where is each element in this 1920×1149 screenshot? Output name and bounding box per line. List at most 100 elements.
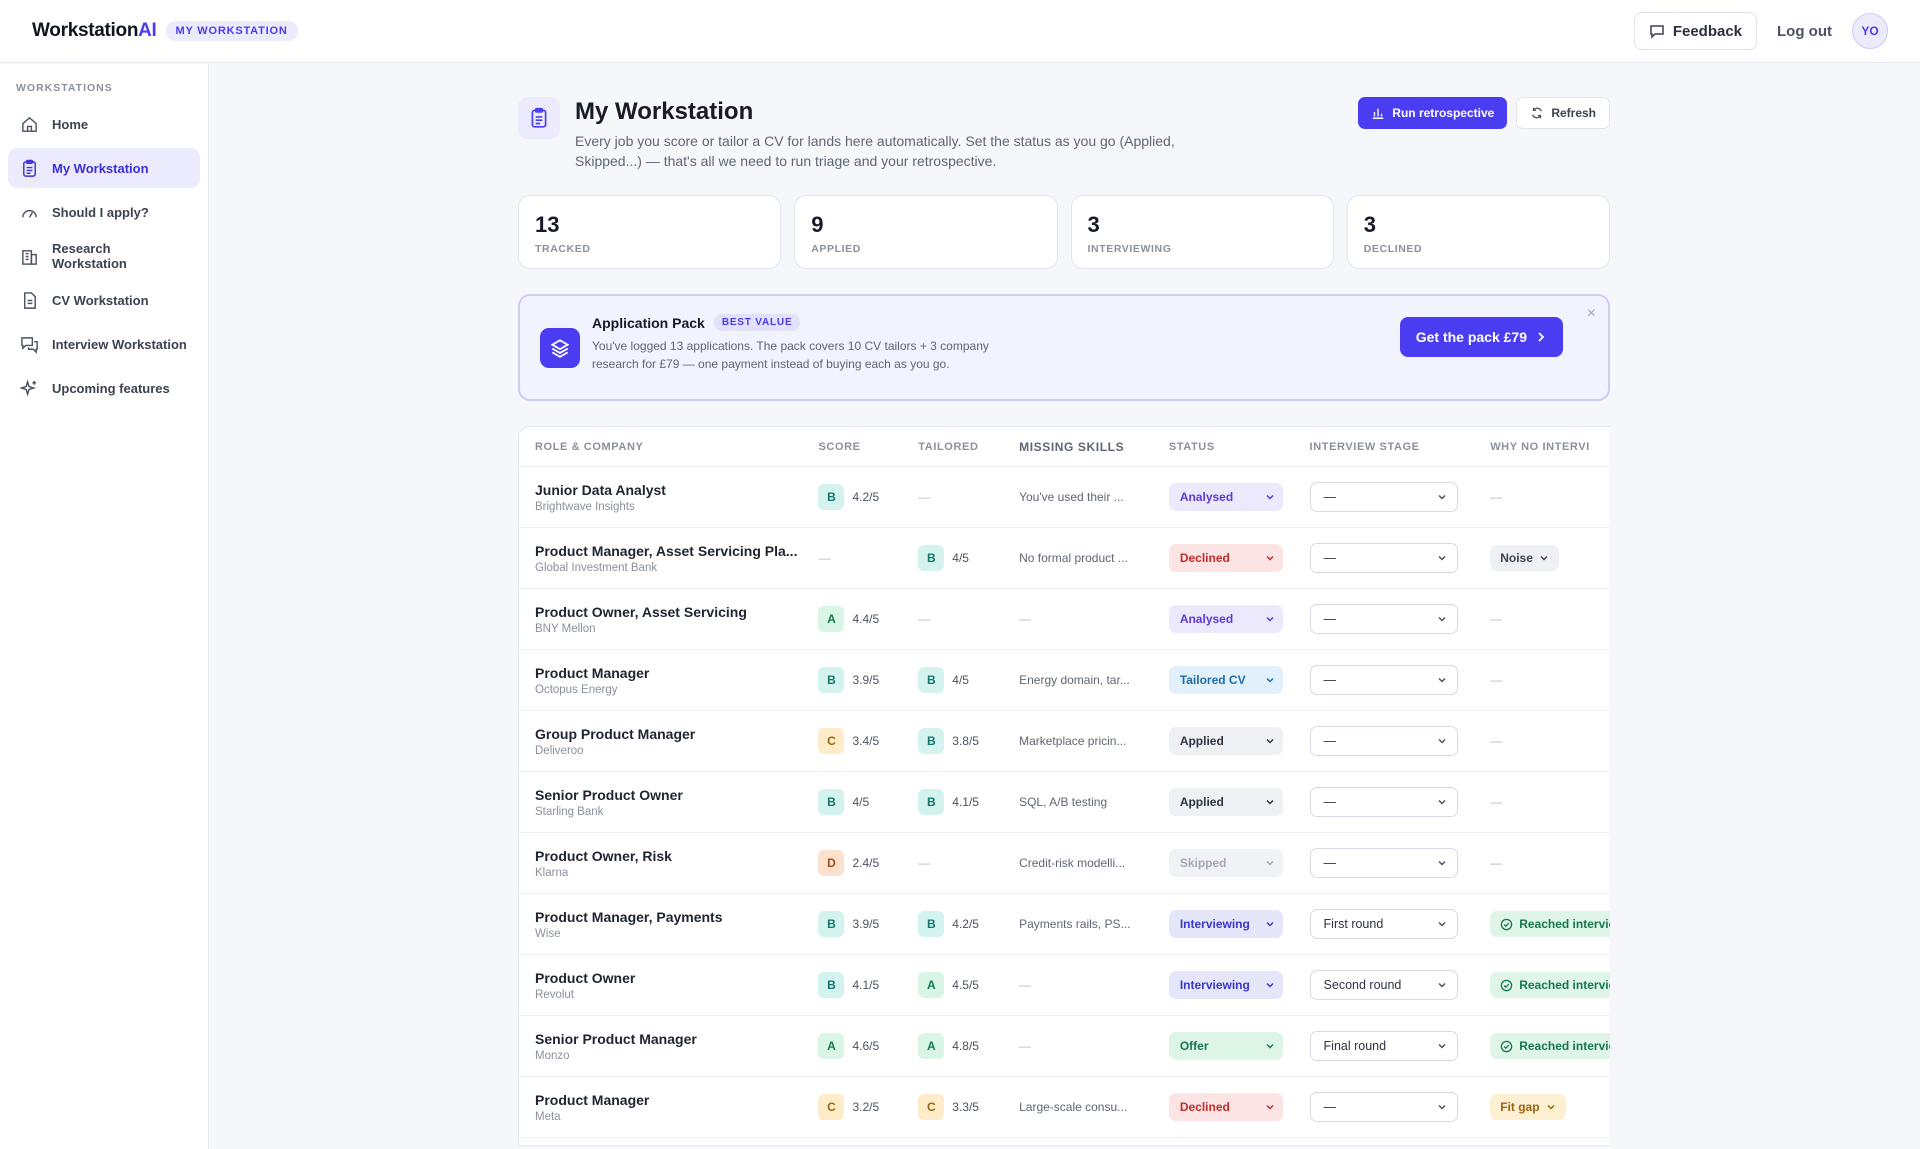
- sidebar-item-my-workstation[interactable]: My Workstation: [8, 148, 200, 188]
- role-title[interactable]: Product Owner, Risk: [535, 847, 672, 864]
- column-header[interactable]: MISSING SKILLS: [1019, 439, 1125, 454]
- table-header: ROLE & COMPANY SCORE TAILORED MISSING SK…: [519, 427, 1610, 467]
- table-row[interactable]: Product Manager Octopus Energy B 3.9/5 B 4/5 E…: [519, 650, 1610, 711]
- table-row[interactable]: Senior Product Owner Starling Bank B 4/5 B 4.…: [519, 772, 1610, 833]
- table-row[interactable]: Senior Product Manager Monzo A 4.6/5 A 4.8/5 —…: [519, 1016, 1610, 1077]
- stat-value: 13: [535, 212, 560, 237]
- company-name: Klarna: [535, 866, 569, 879]
- sidebar-item-home[interactable]: Home: [8, 104, 200, 144]
- stage-label: —: [1323, 673, 1337, 687]
- status-select[interactable]: Applied: [1168, 727, 1283, 755]
- score-value: —: [818, 551, 831, 565]
- chevron-down-icon: [1540, 555, 1548, 561]
- tailored-value: 4/5: [952, 673, 969, 687]
- sidebar-item-should-i-apply[interactable]: Should I apply?: [8, 192, 200, 232]
- column-header[interactable]: STATUS: [1168, 440, 1215, 453]
- why-no-interview-select[interactable]: Fit gap: [1490, 1094, 1566, 1120]
- table-row[interactable]: Product Owner Revolut B 4.1/5 A 4.5/5 — Intervi…: [519, 955, 1610, 1016]
- get-pack-button[interactable]: Get the pack £79: [1399, 317, 1563, 357]
- table-row[interactable]: Junior Data Analyst Brightwave Insights B 4…: [519, 467, 1610, 528]
- tailored-value: 4.2/5: [952, 917, 979, 931]
- missing-skills: Credit-risk modelli...: [1019, 856, 1126, 870]
- role-title[interactable]: Product Owner: [535, 969, 636, 986]
- interview-stage-select[interactable]: —: [1309, 665, 1458, 695]
- sidebar-item-research-workstation[interactable]: Research Workstation: [8, 236, 200, 276]
- app-logo[interactable]: WorkstationAI: [32, 20, 157, 42]
- refresh-label: Refresh: [1551, 106, 1596, 120]
- stat-value: 3: [1087, 212, 1100, 237]
- table-row[interactable]: Product Owner, Asset Servicing BNY Mellon…: [519, 589, 1610, 650]
- why-no-interview-value: —: [1490, 612, 1503, 626]
- why-no-interview-select[interactable]: Noise: [1490, 545, 1559, 571]
- interview-stage-select[interactable]: First round: [1309, 909, 1458, 939]
- why-no-interview-tag: Reached interview: [1490, 972, 1610, 998]
- run-retrospective-button[interactable]: Run retrospective: [1358, 97, 1508, 129]
- column-header[interactable]: TAILORED: [918, 440, 979, 453]
- chevron-down-icon: [1438, 555, 1446, 561]
- column-header[interactable]: WHY NO INTERVI: [1490, 440, 1590, 453]
- status-select[interactable]: Declined: [1168, 1093, 1283, 1121]
- role-title[interactable]: Product Manager: [535, 664, 650, 681]
- status-select[interactable]: Offer: [1168, 1032, 1283, 1060]
- column-header[interactable]: ROLE & COMPANY: [535, 440, 644, 453]
- status-select[interactable]: Analysed: [1168, 605, 1283, 633]
- logout-link[interactable]: Log out: [1777, 22, 1832, 40]
- role-title[interactable]: Group Product Manager: [535, 725, 696, 742]
- interview-stage-select[interactable]: —: [1309, 726, 1458, 756]
- column-header[interactable]: INTERVIEW STAGE: [1309, 440, 1420, 453]
- table-row[interactable]: Product Owner, Risk Klarna D 2.4/5 — Credit-r…: [519, 833, 1610, 894]
- role-title[interactable]: Senior Product Manager: [535, 1030, 697, 1047]
- chevron-down-icon: [1438, 677, 1446, 683]
- interview-stage-select[interactable]: —: [1309, 482, 1458, 512]
- status-select[interactable]: Skipped: [1168, 849, 1283, 877]
- avatar[interactable]: YO: [1852, 13, 1888, 49]
- tailored-grade-badge: B: [918, 911, 945, 937]
- chevron-down-icon: [1438, 738, 1446, 744]
- stage-label: Second round: [1323, 978, 1402, 992]
- sidebar-item-upcoming-features[interactable]: Upcoming features: [8, 368, 200, 408]
- score-grade-badge: B: [818, 911, 845, 937]
- role-title[interactable]: Junior Data Analyst: [535, 481, 666, 498]
- interview-stage-select[interactable]: —: [1309, 543, 1458, 573]
- interview-stage-select[interactable]: Second round: [1309, 970, 1458, 1000]
- why-no-interview-value: —: [1490, 734, 1503, 748]
- score-grade-badge: B: [818, 972, 845, 998]
- company-name: Brightwave Insights: [535, 500, 635, 513]
- interview-stage-select[interactable]: Final round: [1309, 1031, 1458, 1061]
- status-select[interactable]: Applied: [1168, 788, 1283, 816]
- status-select[interactable]: Interviewing: [1168, 971, 1283, 999]
- score-grade-badge: D: [818, 850, 845, 876]
- role-title[interactable]: Product Manager: [535, 1091, 650, 1108]
- table-row[interactable]: Product Manager, Payments Wise B 3.9/5 B 4.2/…: [519, 894, 1610, 955]
- stage-label: Final round: [1323, 1039, 1387, 1053]
- role-title[interactable]: Product Manager, Asset Servicing Pla...: [535, 542, 798, 559]
- table-row[interactable]: Group Product Manager Deliveroo C 3.4/5 B 3.8…: [519, 711, 1610, 772]
- table-row[interactable]: Product Manager, Asset Servicing Pla... G…: [519, 528, 1610, 589]
- score-grade-badge: B: [818, 667, 845, 693]
- pack-description: You've logged 13 applications. The pack …: [592, 339, 989, 371]
- status-label: Applied: [1179, 734, 1224, 748]
- feedback-button[interactable]: Feedback: [1633, 12, 1758, 50]
- interview-stage-select[interactable]: —: [1309, 787, 1458, 817]
- refresh-button[interactable]: Refresh: [1516, 97, 1610, 129]
- interview-stage-select[interactable]: —: [1309, 848, 1458, 878]
- column-header[interactable]: SCORE: [818, 440, 861, 453]
- interview-stage-select[interactable]: —: [1309, 604, 1458, 634]
- status-select[interactable]: Declined: [1168, 544, 1283, 572]
- stat-applied: 9 APPLIED: [794, 195, 1058, 269]
- table-row[interactable]: Product Manager Meta C 3.2/5 C 3.3/5 Large-sca…: [519, 1077, 1610, 1138]
- close-icon[interactable]: ×: [1586, 305, 1596, 322]
- sidebar-item-label: CV Workstation: [52, 292, 149, 308]
- sidebar-item-cv-workstation[interactable]: CV Workstation: [8, 280, 200, 320]
- sidebar-item-interview-workstation[interactable]: Interview Workstation: [8, 324, 200, 364]
- chevron-down-icon: [1438, 860, 1446, 866]
- status-select[interactable]: Tailored CV: [1168, 666, 1283, 694]
- role-title[interactable]: Product Manager, Payments: [535, 908, 723, 925]
- role-title[interactable]: Senior Product Owner: [535, 786, 683, 803]
- gauge-icon: [22, 209, 37, 218]
- role-title[interactable]: Product Owner, Asset Servicing: [535, 603, 747, 620]
- status-label: Interviewing: [1179, 917, 1250, 931]
- status-select[interactable]: Analysed: [1168, 483, 1283, 511]
- interview-stage-select[interactable]: —: [1309, 1092, 1458, 1122]
- status-select[interactable]: Interviewing: [1168, 910, 1283, 938]
